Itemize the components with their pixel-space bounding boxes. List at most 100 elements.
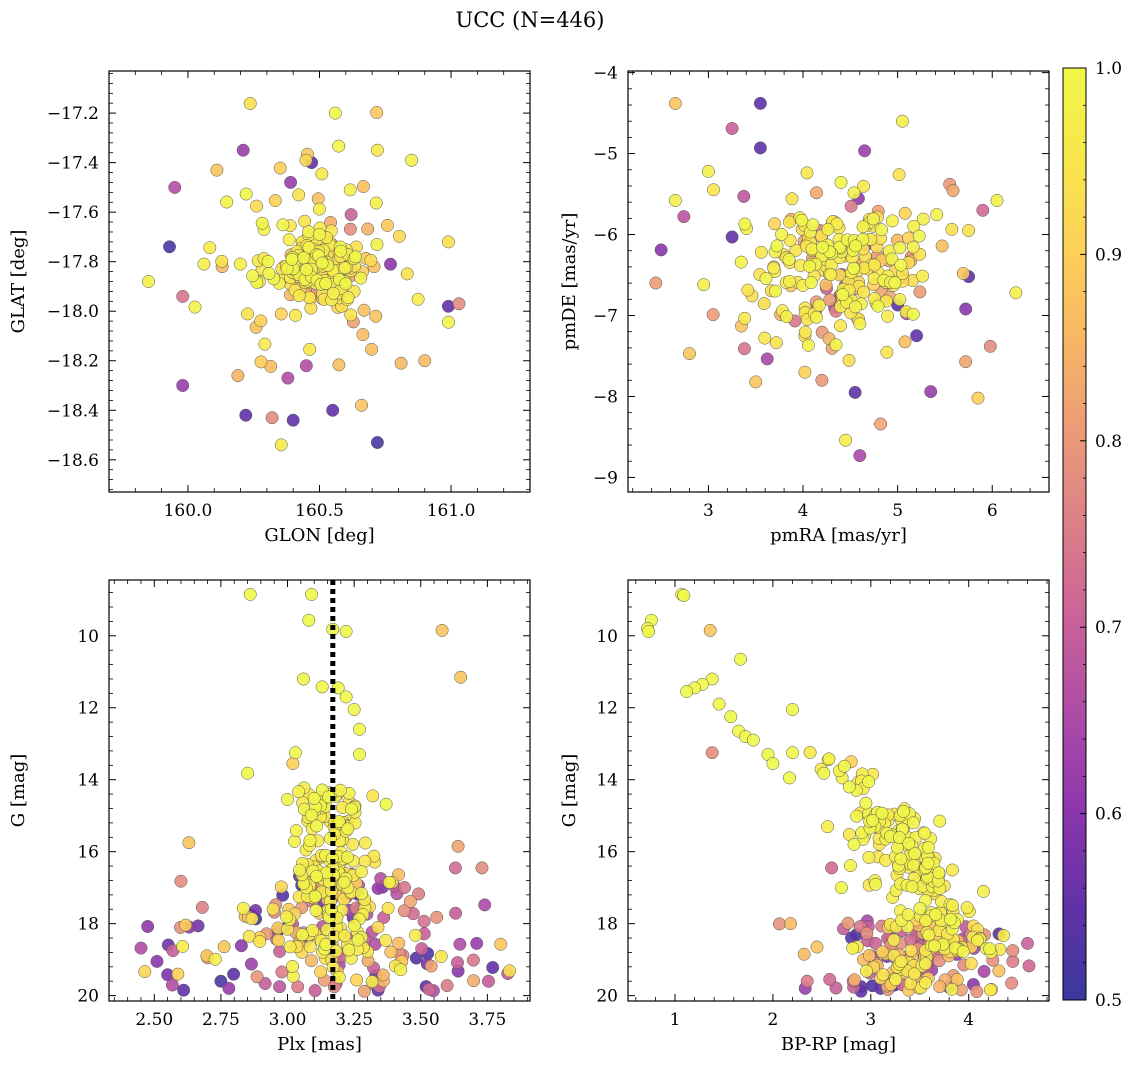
data-point: [177, 983, 191, 997]
data-point: [312, 202, 326, 216]
axes-frame: [627, 70, 1050, 493]
data-point: [262, 267, 276, 280]
data-point: [384, 945, 398, 959]
data-point: [299, 153, 313, 167]
x-tick-label: 3.00: [269, 1010, 307, 1030]
data-point: [897, 804, 910, 818]
x-tick-label: 161.0: [427, 501, 476, 521]
data-point: [746, 733, 760, 747]
data-point: [285, 252, 299, 266]
data-point: [379, 933, 393, 947]
data-point: [837, 759, 851, 773]
data-point: [188, 300, 202, 314]
data-point: [369, 196, 383, 210]
y-tick-label: 18: [77, 915, 99, 935]
data-point: [874, 417, 888, 431]
data-point: [411, 292, 425, 306]
data-point: [849, 239, 863, 253]
data-point: [310, 819, 324, 833]
data-point: [266, 902, 280, 916]
data-point: [454, 670, 468, 684]
data-point: [913, 901, 927, 915]
data-point: [823, 293, 837, 307]
data-point: [275, 965, 289, 979]
data-point: [768, 284, 782, 298]
colorbar-tick-label: 0.9: [1095, 245, 1122, 265]
x-tick-label: 4: [963, 1010, 974, 1030]
data-point: [734, 652, 748, 666]
data-point: [983, 983, 997, 997]
data-point: [241, 307, 255, 321]
y-tick-label: 18: [596, 915, 618, 935]
data-point: [956, 267, 970, 280]
data-point: [712, 697, 726, 711]
data-point: [866, 814, 880, 827]
data-point: [907, 219, 921, 233]
data-point: [217, 940, 231, 954]
data-point: [932, 866, 946, 880]
y-tick-label: 12: [596, 699, 618, 719]
data-point: [403, 895, 417, 908]
data-point: [494, 937, 508, 951]
data-point: [908, 846, 922, 860]
data-point: [295, 928, 309, 942]
data-point: [697, 278, 711, 292]
data-point: [338, 929, 352, 943]
data-point: [875, 806, 889, 820]
data-point: [356, 328, 370, 342]
data-point: [768, 217, 782, 231]
data-point: [847, 261, 861, 275]
data-point: [898, 335, 912, 349]
data-point: [846, 941, 860, 955]
data-point: [783, 771, 796, 785]
y-tick-label: −6: [593, 226, 618, 246]
data-point: [885, 214, 899, 228]
y-tick-label: −17.2: [47, 104, 99, 124]
data-point: [847, 837, 861, 851]
data-point: [370, 106, 384, 119]
x-tick-label: 6: [987, 501, 998, 521]
data-point: [339, 690, 353, 704]
data-point: [809, 310, 823, 324]
data-point: [343, 222, 357, 236]
data-point: [786, 746, 799, 760]
data-point: [197, 257, 211, 271]
data-point: [912, 229, 926, 243]
data-point: [409, 928, 422, 942]
data-point: [142, 275, 155, 288]
data-point: [442, 315, 455, 329]
data-point: [453, 937, 467, 951]
data-point: [341, 822, 355, 836]
data-point: [356, 180, 370, 193]
data-point: [470, 936, 484, 950]
data-point: [397, 904, 411, 918]
data-point: [945, 222, 959, 236]
data-point: [919, 976, 933, 990]
data-point: [848, 973, 861, 987]
data-point: [392, 229, 406, 243]
colorbar-tick-label: 0.8: [1095, 432, 1122, 452]
data-point: [841, 916, 855, 930]
data-point: [919, 957, 932, 971]
scatter-points: [641, 587, 1036, 998]
data-point: [307, 791, 321, 805]
data-point: [888, 276, 902, 290]
scatter-points: [142, 97, 466, 452]
x-tick-label: 3: [703, 501, 714, 521]
x-tick-label: 2.50: [135, 1010, 173, 1030]
data-point: [737, 342, 751, 356]
data-point: [165, 978, 179, 992]
data-point: [253, 935, 267, 948]
colorbar-tick-label: 0.5: [1095, 991, 1122, 1011]
data-point: [959, 302, 973, 316]
data-point: [803, 259, 817, 273]
data-point: [415, 942, 429, 956]
data-point: [215, 254, 229, 268]
data-point: [381, 218, 394, 232]
data-point: [858, 144, 872, 158]
data-point: [754, 245, 768, 259]
data-point: [400, 267, 414, 281]
data-point: [785, 192, 799, 206]
data-point: [906, 240, 920, 254]
data-point: [138, 965, 152, 979]
